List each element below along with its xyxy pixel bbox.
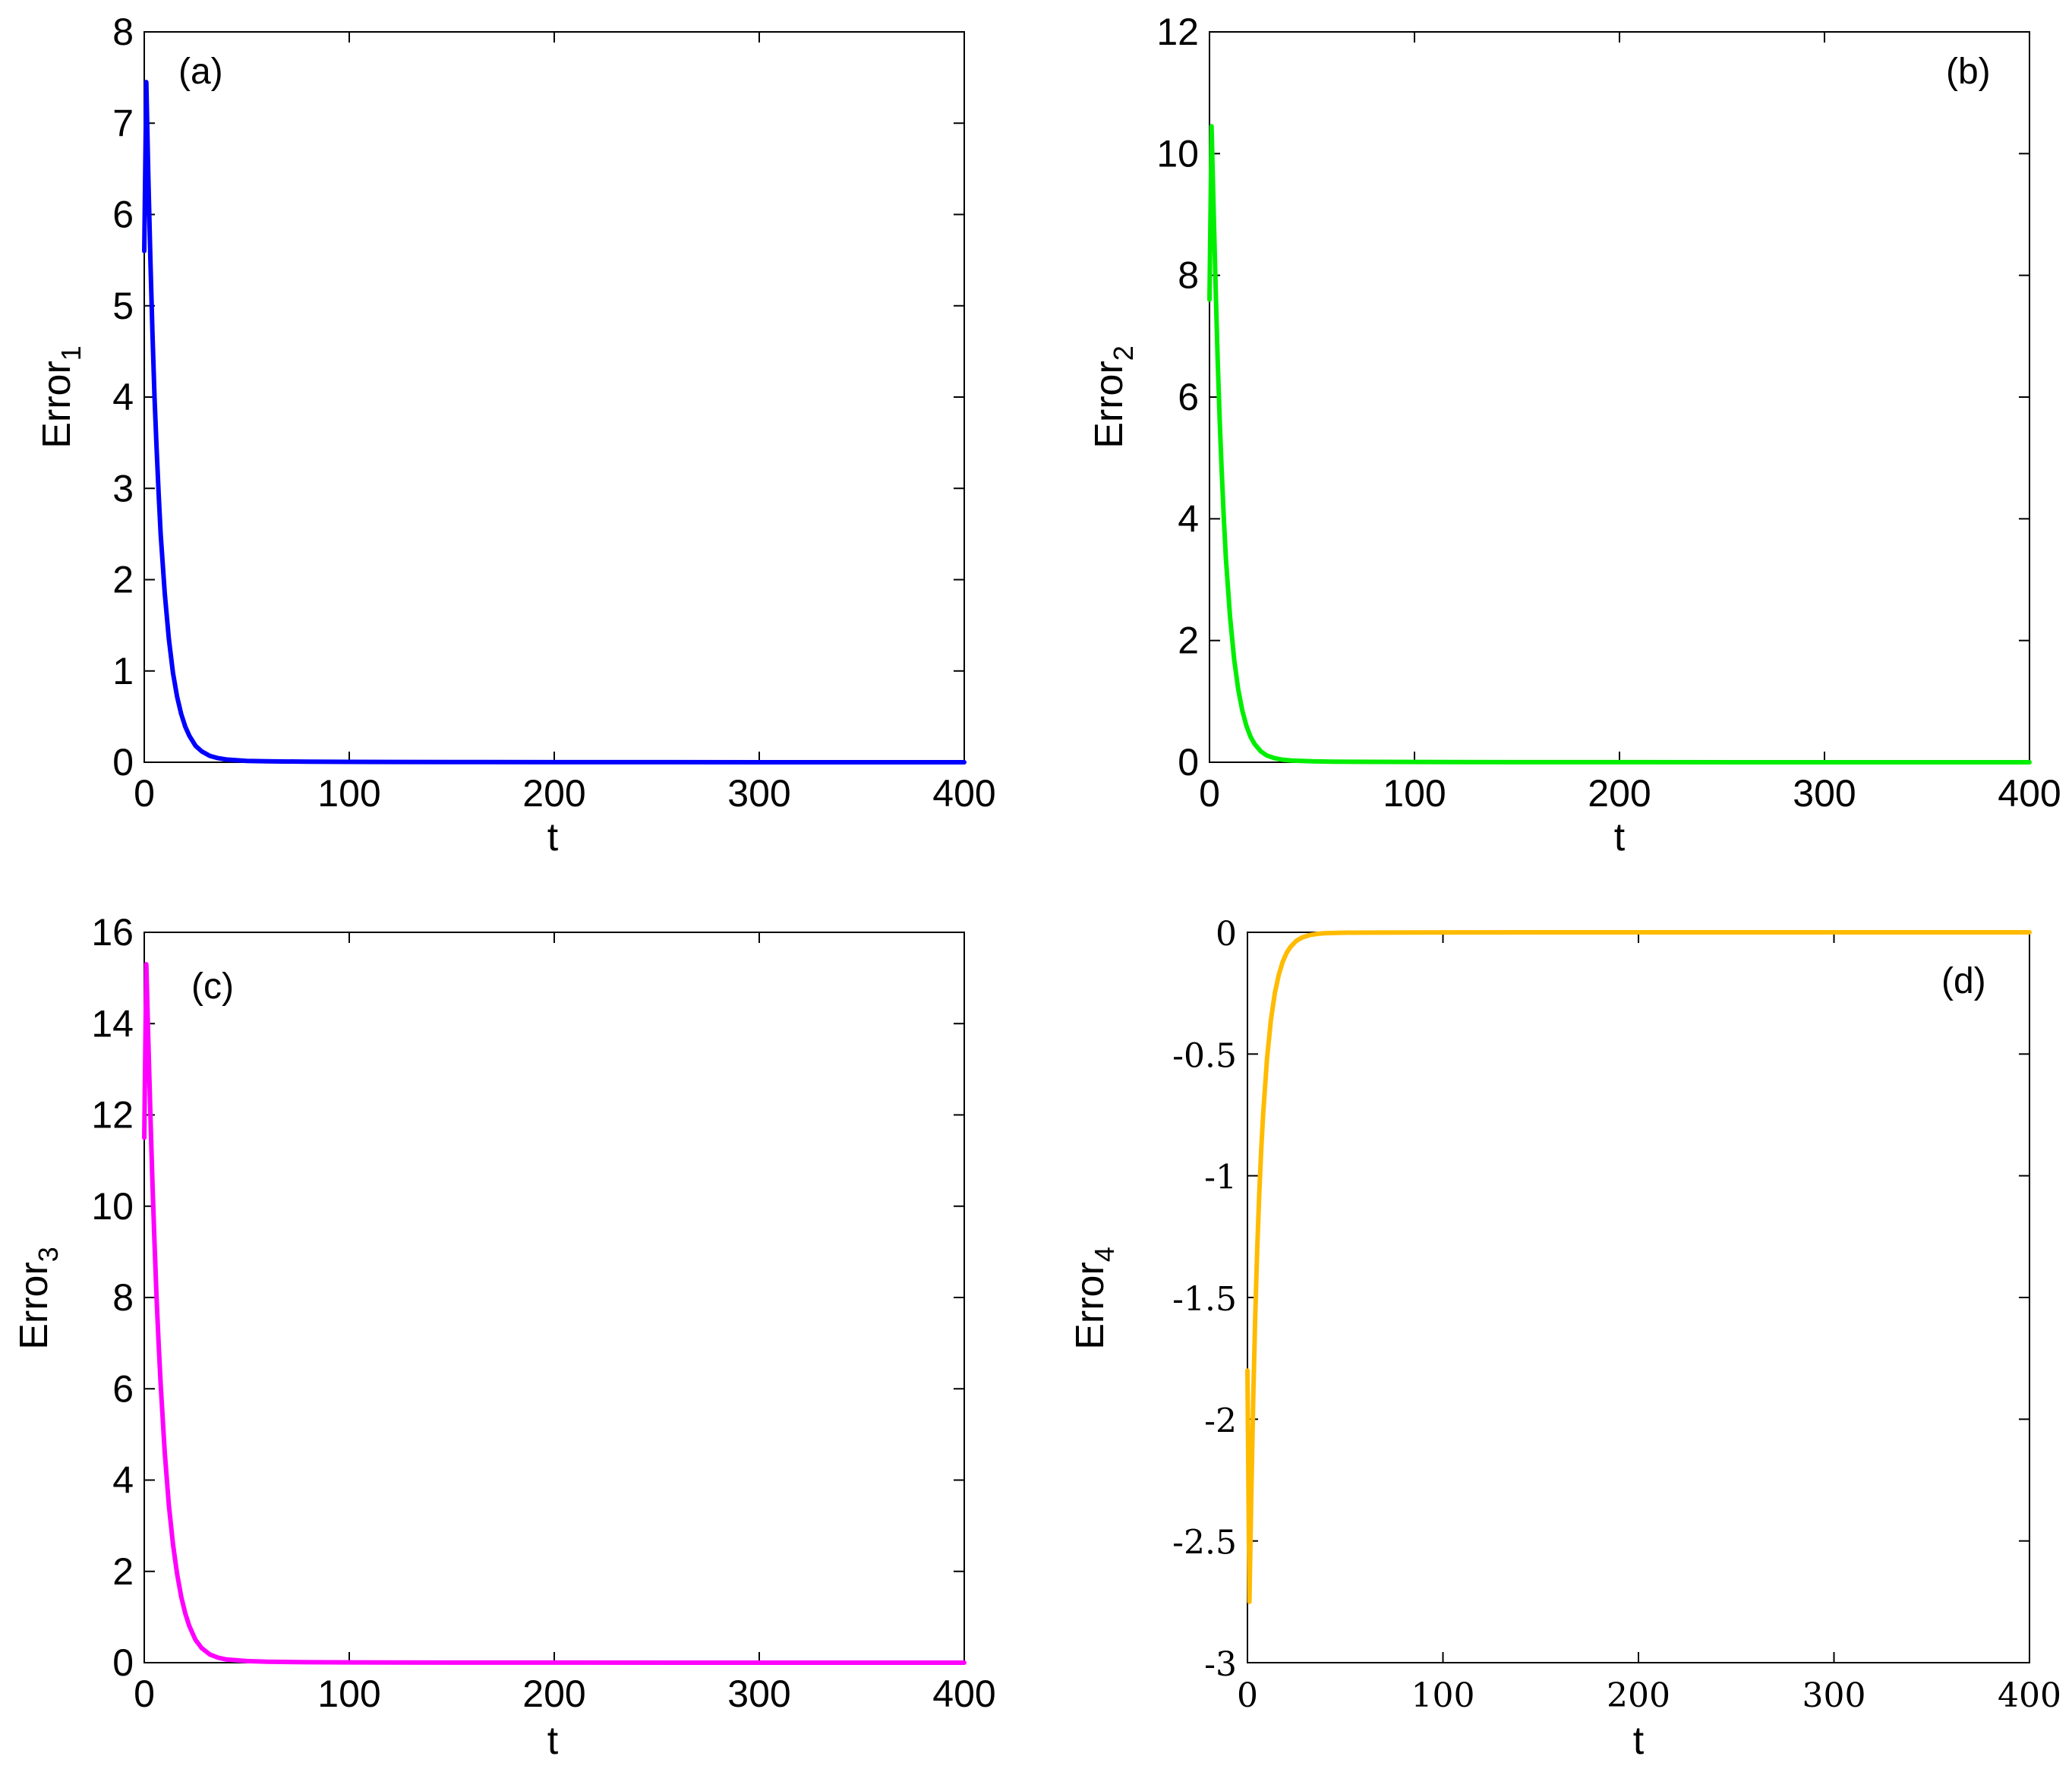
tick-labels-c: 0 100 200 300 400 0 2 4 6 8 10 12 14 16 — [91, 911, 995, 1715]
x-tick-label-d-3: 300 — [1802, 1676, 1866, 1715]
tick-labels-a: 0 100 200 300 400 0 1 2 3 4 5 6 7 8 — [112, 11, 996, 815]
y-axis-label-d-sub: 4 — [1089, 1247, 1120, 1262]
y-tick-label-a-1: 1 — [112, 650, 134, 692]
x-tick-label-a-1: 100 — [317, 772, 380, 815]
x-tick-label-c-0: 0 — [134, 1673, 155, 1715]
tick-labels-d: 0 100 200 300 400 -3 -2.5 -2 -1.5 -1 -0.5 0 — [1172, 915, 2061, 1715]
y-tick-label-b-5: 10 — [1156, 132, 1199, 175]
x-tick-label-c-3: 300 — [727, 1673, 790, 1715]
error-curve-d — [1245, 930, 2032, 1604]
y-tick-label-c-2: 4 — [112, 1459, 134, 1502]
panel-label-a: (a) — [178, 52, 223, 92]
svg-text:Error2: Error2 — [1087, 345, 1139, 449]
y-tick-label-b-2: 4 — [1178, 497, 1199, 540]
y-tick-label-a-4: 4 — [112, 376, 134, 418]
x-tick-label-a-0: 0 — [134, 772, 155, 815]
y-tick-label-d-3: -1.5 — [1172, 1280, 1237, 1319]
y-tick-label-d-4: -1 — [1204, 1159, 1237, 1197]
x-tick-label-a-4: 400 — [932, 772, 995, 815]
y-tick-label-d-2: -2 — [1204, 1402, 1237, 1440]
y-tick-label-c-7: 14 — [91, 1002, 134, 1045]
x-tick-label-d-0: 0 — [1237, 1676, 1258, 1715]
x-axis-label-b: t — [1614, 815, 1626, 859]
y-axis-label-c-sub: 3 — [33, 1247, 64, 1262]
y-tick-label-c-4: 8 — [112, 1276, 134, 1319]
y-tick-label-a-6: 6 — [112, 194, 134, 236]
x-tick-label-c-4: 400 — [932, 1673, 995, 1715]
y-tick-label-a-0: 0 — [112, 741, 134, 784]
x-tick-label-d-2: 200 — [1607, 1676, 1670, 1715]
x-tick-label-a-2: 200 — [522, 772, 585, 815]
panel-d: 0 100 200 300 400 -3 -2.5 -2 -1.5 -1 -0.5 0 (d) t E… — [1068, 915, 2061, 1763]
y-axis-label-b-sub: 2 — [1108, 345, 1139, 361]
error-curve-c — [142, 962, 967, 1665]
x-tick-label-b-4: 400 — [1998, 772, 2061, 815]
panel-label-b: (b) — [1946, 52, 1991, 92]
y-axis-label-a-main: Error — [35, 361, 79, 449]
y-tick-label-b-1: 2 — [1178, 620, 1199, 662]
y-axis-label-c: Error3 — [12, 1247, 64, 1350]
y-tick-label-b-4: 8 — [1178, 254, 1199, 297]
y-tick-label-d-0: -3 — [1204, 1645, 1237, 1684]
y-tick-label-b-0: 0 — [1178, 741, 1199, 784]
y-tick-label-c-6: 12 — [91, 1094, 134, 1137]
y-tick-label-a-8: 8 — [112, 11, 134, 53]
panel-label-d: (d) — [1941, 961, 1986, 1001]
panel-c: 0 100 200 300 400 0 2 4 6 8 10 12 14 16 (c) t Error3 — [12, 911, 996, 1763]
x-tick-label-d-1: 100 — [1411, 1676, 1475, 1715]
svg-text:Error1: Error1 — [35, 345, 87, 449]
x-tick-label-c-2: 200 — [522, 1673, 585, 1715]
y-axis-label-c-main: Error — [12, 1262, 56, 1350]
y-tick-label-d-6: 0 — [1216, 915, 1237, 954]
y-axis-label-b-main: Error — [1087, 361, 1131, 449]
y-axis-label-b: Error2 — [1087, 345, 1139, 449]
svg-text:Error3: Error3 — [12, 1247, 64, 1350]
y-tick-label-b-3: 6 — [1178, 376, 1199, 418]
x-tick-label-b-0: 0 — [1199, 772, 1220, 815]
error-curve-a — [142, 80, 967, 765]
y-tick-label-c-1: 2 — [112, 1550, 134, 1593]
y-tick-label-c-8: 16 — [91, 911, 134, 954]
y-tick-label-c-3: 6 — [112, 1367, 134, 1410]
error-curve-b — [1207, 124, 2032, 765]
x-tick-label-d-4: 400 — [1998, 1676, 2061, 1715]
tick-labels-b: 0 100 200 300 400 0 2 4 6 8 10 12 — [1156, 11, 2061, 815]
x-tick-label-b-1: 100 — [1383, 772, 1446, 815]
y-tick-label-a-3: 3 — [112, 467, 134, 509]
y-tick-label-a-2: 2 — [112, 559, 134, 601]
x-axis-label-a: t — [547, 815, 559, 859]
y-tick-label-a-5: 5 — [112, 285, 134, 327]
svg-text:Error4: Error4 — [1068, 1247, 1120, 1350]
y-axis-label-a-sub: 1 — [55, 345, 87, 361]
x-tick-label-c-1: 100 — [317, 1673, 380, 1715]
y-tick-label-c-5: 10 — [91, 1185, 134, 1228]
y-axis-label-d: Error4 — [1068, 1247, 1120, 1350]
y-tick-label-d-1: -2.5 — [1172, 1524, 1237, 1562]
y-axis-label-a: Error1 — [35, 345, 87, 449]
panel-label-c: (c) — [191, 966, 234, 1007]
x-tick-label-b-2: 200 — [1588, 772, 1651, 815]
x-tick-label-b-3: 300 — [1793, 772, 1856, 815]
y-tick-label-c-0: 0 — [112, 1641, 134, 1684]
x-axis-label-d: t — [1633, 1719, 1645, 1763]
y-tick-label-a-7: 7 — [112, 102, 134, 144]
x-tick-label-a-3: 300 — [727, 772, 790, 815]
y-tick-label-d-5: -0.5 — [1172, 1036, 1237, 1075]
y-tick-label-b-6: 12 — [1156, 11, 1199, 53]
x-axis-label-c: t — [547, 1719, 559, 1763]
y-axis-label-d-main: Error — [1068, 1262, 1112, 1350]
